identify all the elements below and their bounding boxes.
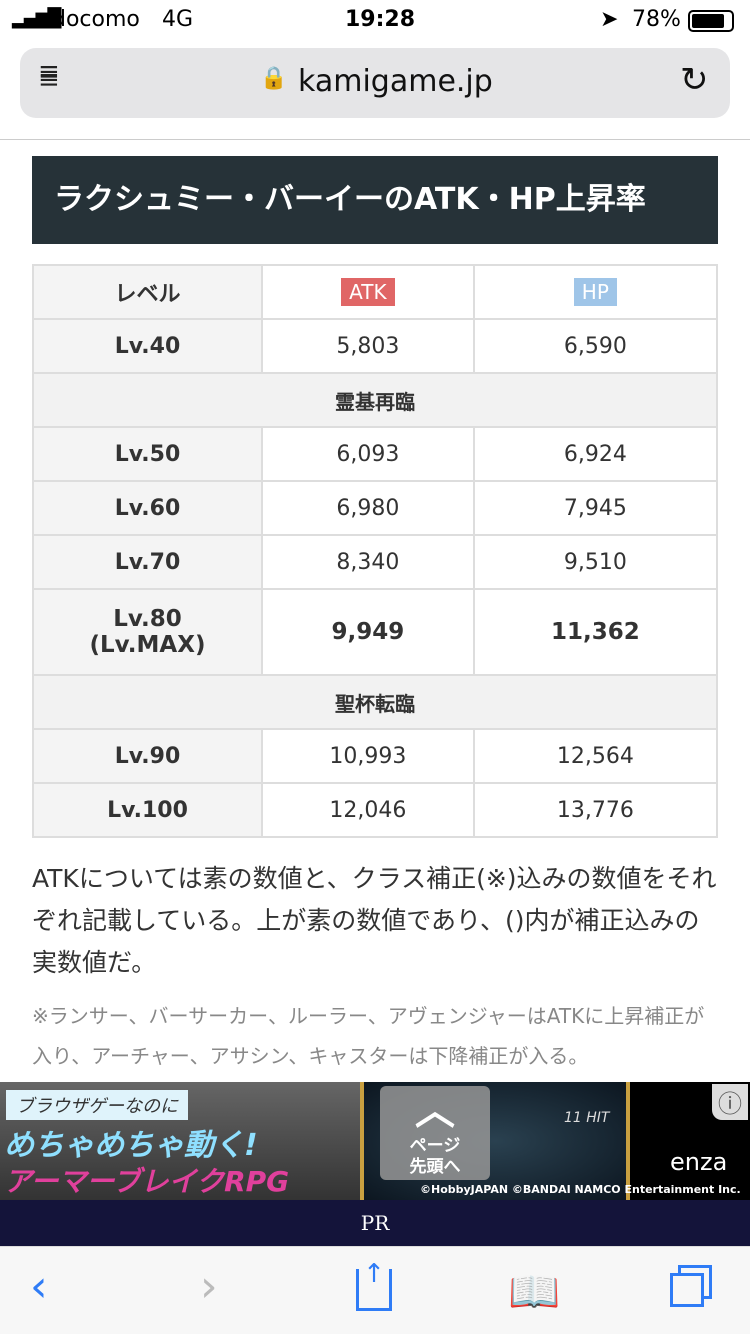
level-text: Lv.100 [107,797,188,823]
ad-text: アーマーブレイクRPG [4,1165,290,1198]
table-row: Lv.70 8,340 9,510 [32,534,719,590]
url-text[interactable]: kamigame.jp [298,64,493,99]
level-text: Lv.60 [114,495,181,521]
url-bar[interactable]: ≡ ≡ 🔒 kamigame.jp ↻ [20,48,730,118]
hp-cell: 7,945 [472,480,719,536]
ad-text: めちゃめちゃ動く! [4,1128,258,1163]
ad-text: 11 HIT [564,1110,610,1126]
level-cell: Lv.80 (Lv.MAX) [32,588,263,676]
level-text: Lv.40 [114,333,181,359]
page-top-label: 先頭へ [409,1157,461,1177]
location-icon: ➤ [600,7,619,32]
hp-cell: 12,564 [472,728,719,784]
atk-cell: 12,046 [261,782,475,838]
divider [0,139,750,140]
signal-icon: ▂▄▆█ [12,8,61,29]
reload-icon[interactable]: ↻ [680,60,709,100]
header-level: レベル [32,264,263,320]
lock-icon: 🔒 [260,66,288,91]
section-row: 聖杯転臨 [32,674,718,730]
atk-cell: 6,980 [261,480,475,536]
level-cell: Lv.70 [32,534,263,590]
section-label: 霊基再臨 [32,372,718,428]
hp-cell: 13,776 [472,782,719,838]
header-atk: ATK [261,264,475,320]
level-cell: Lv.50 [32,426,263,482]
forward-icon[interactable]: › [200,1261,218,1312]
atk-cell: 9,949 [261,588,475,676]
atk-badge: ATK [341,278,395,306]
level-text: Lv.70 [114,549,181,575]
tabs-icon[interactable] [670,1273,704,1307]
hp-cell: 11,362 [472,588,719,676]
level-cell: Lv.40 [32,318,263,374]
page-top-button[interactable]: ︿ ページ 先頭へ [380,1086,490,1180]
back-icon[interactable]: ‹ [30,1261,48,1312]
reader-icon[interactable]: ≡ ≡ [38,57,60,95]
time: 19:28 [345,7,416,32]
status-bar: ▂▄▆█ docomo 4G 19:28 ➤ 78% [0,0,750,40]
atk-cell: 8,340 [261,534,475,590]
level-text: Lv.90 [114,743,181,769]
table-row: Lv.100 12,046 13,776 [32,782,719,838]
hp-cell: 6,590 [472,318,719,374]
hp-cell: 6,924 [472,426,719,482]
table-row: Lv.80 (Lv.MAX) 9,949 11,362 [32,588,719,676]
section-title: ラクシュミー・バーイーのATK・HP上昇率 [32,156,718,244]
ad-banner[interactable]: ブラウザゲーなのに めちゃめちゃ動く! アーマーブレイクRPG 11 HIT e… [0,1082,750,1200]
atk-cell: 5,803 [261,318,475,374]
description-text: ATKについては素の数値と、クラス補正(※)込みの数値をそれぞれ記載している。上… [32,864,717,977]
atk-cell: 10,993 [261,728,475,784]
note-text: ※ランサー、バーサーカー、ルーラー、アヴェンジャーはATKに上昇補正が入り、アー… [32,1004,705,1068]
table-row: Lv.90 10,993 12,564 [32,728,719,784]
battery-icon [688,10,734,32]
level-sub-text: (Lv.MAX) [89,632,206,658]
table-header-row: レベル ATK HP [32,264,719,320]
info-icon[interactable]: ⓘ [712,1084,748,1120]
atk-cell: 6,093 [261,426,475,482]
share-icon[interactable]: ↑ [356,1261,392,1311]
table-row: Lv.40 5,803 6,590 [32,318,719,374]
table-row: Lv.50 6,093 6,924 [32,426,719,482]
level-text: Lv.50 [114,441,181,467]
network: 4G [162,7,194,32]
section-row: 霊基再臨 [32,372,718,428]
hp-cell: 9,510 [472,534,719,590]
ad-copyright: ©HobbyJAPAN ©BANDAI NAMCO Entertainment … [420,1183,741,1196]
stats-table: レベル ATK HP Lv.40 5,803 6,590 霊基再臨 Lv.50 6,093 6,9… [32,264,719,838]
battery-percent: 78% [632,7,681,32]
header-hp: HP [472,264,719,320]
level-cell: Lv.60 [32,480,263,536]
chevron-up-icon: ︿ [415,1088,455,1134]
page-top-label: ページ [409,1136,461,1156]
browser-toolbar: ‹ › ↑ 📖 [0,1246,750,1334]
level-cell: Lv.90 [32,728,263,784]
carrier: docomo [52,7,140,32]
ad-brand: enza [670,1148,728,1176]
section-label: 聖杯転臨 [32,674,718,730]
level-text: Lv.80 [113,606,182,632]
ad-text: ブラウザゲーなのに [6,1090,188,1120]
hp-badge: HP [573,278,617,306]
pr-label: PR [0,1200,750,1246]
level-cell: Lv.100 [32,782,263,838]
table-row: Lv.60 6,980 7,945 [32,480,719,536]
bookmarks-icon[interactable]: 📖 [508,1267,561,1316]
